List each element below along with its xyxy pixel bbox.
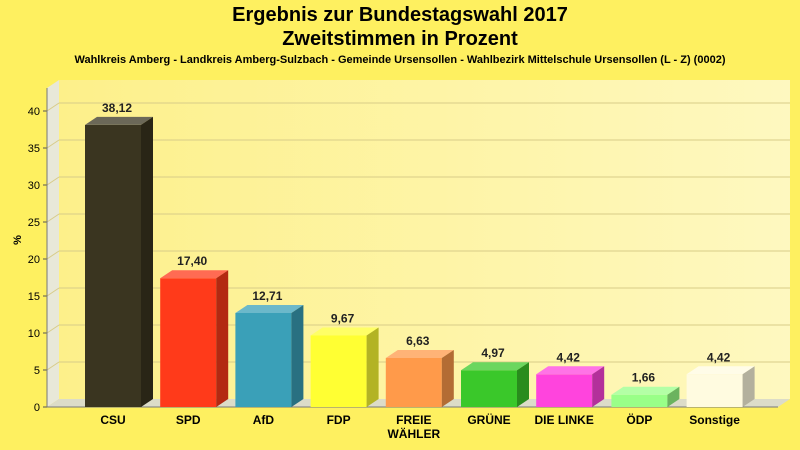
data-label: 12,71	[252, 289, 282, 303]
x-tick-label: GRÜNE	[467, 412, 510, 427]
bar-top[interactable]	[686, 366, 755, 375]
bar-top[interactable]	[160, 270, 229, 279]
data-label: 4,42	[557, 350, 581, 364]
x-tick-label: DIE LINKE	[535, 413, 594, 427]
y-tick-label: 15	[28, 291, 40, 303]
x-tick-label: WÄHLER	[387, 426, 440, 441]
gridline-side	[46, 213, 60, 223]
bar-front[interactable]	[536, 374, 593, 407]
bar-top[interactable]	[611, 386, 680, 395]
bar-side[interactable]	[592, 366, 605, 407]
bar-front[interactable]	[686, 374, 743, 407]
bar[interactable]	[160, 270, 229, 407]
bar[interactable]	[310, 327, 379, 407]
x-tick-label: Sonstige	[689, 413, 740, 427]
gridline-side	[46, 139, 60, 149]
y-tick-label: 20	[28, 254, 40, 266]
bar-front[interactable]	[310, 335, 367, 407]
bar-front[interactable]	[235, 312, 292, 407]
chart-caption: Wahlkreis Amberg - Landkreis Amberg-Sulz…	[74, 54, 726, 66]
x-tick-label: SPD	[176, 413, 201, 427]
bar-side[interactable]	[141, 116, 153, 408]
data-label: 4,97	[481, 346, 505, 360]
bar-side[interactable]	[517, 362, 529, 407]
data-label: 6,63	[406, 334, 430, 348]
bar-front[interactable]	[385, 357, 442, 407]
bar[interactable]	[686, 366, 755, 407]
bar-top[interactable]	[85, 116, 153, 125]
x-tick-label: CSU	[100, 413, 125, 427]
y-tick-label: 10	[28, 328, 40, 340]
x-tick-label: FDP	[327, 413, 351, 427]
bar-top[interactable]	[385, 349, 454, 358]
bar[interactable]	[385, 349, 454, 407]
gridline-side	[46, 324, 60, 334]
bar-top[interactable]	[461, 362, 529, 371]
gridline-side	[46, 102, 60, 112]
y-tick-label: 0	[34, 402, 40, 414]
bar-side[interactable]	[742, 366, 755, 407]
chart-title: Ergebnis zur Bundestagswahl 2017	[232, 4, 568, 26]
chart-subtitle: Zweitstimmen in Prozent	[282, 28, 518, 50]
bar[interactable]	[611, 386, 680, 407]
bar-front[interactable]	[160, 278, 217, 407]
bar[interactable]	[461, 362, 529, 407]
gridline-side	[46, 250, 60, 260]
bar-side[interactable]	[216, 270, 229, 407]
bar-top[interactable]	[235, 304, 304, 313]
data-label: 1,66	[632, 371, 656, 385]
bar[interactable]	[85, 116, 153, 408]
y-axis-label: %	[12, 235, 24, 245]
bar-side[interactable]	[291, 304, 304, 407]
y-tick-label: 40	[28, 106, 40, 118]
bar-top[interactable]	[310, 327, 379, 336]
bar-side[interactable]	[667, 386, 680, 407]
bar-front[interactable]	[611, 394, 668, 407]
bar-side[interactable]	[366, 327, 379, 407]
bar-front[interactable]	[461, 370, 517, 407]
x-tick-label: FREIE	[396, 413, 431, 427]
x-tick-label: AfD	[253, 413, 275, 427]
bar-side[interactable]	[441, 349, 454, 407]
y-tick-label: 35	[28, 143, 40, 155]
plot-side-wall	[47, 80, 59, 407]
bar-top[interactable]	[536, 366, 605, 375]
gridline-side	[46, 361, 60, 371]
y-tick-label: 5	[34, 365, 40, 377]
y-tick-label: 25	[28, 217, 40, 229]
x-tick-label: ÖDP	[626, 412, 652, 427]
data-label: 38,12	[102, 101, 132, 115]
bar[interactable]	[235, 304, 304, 407]
data-label: 4,42	[707, 350, 731, 364]
data-label: 9,67	[331, 311, 355, 325]
gridline-side	[46, 176, 60, 186]
bar[interactable]	[536, 366, 605, 407]
gridline-side	[46, 287, 60, 297]
y-tick-label: 30	[28, 180, 40, 192]
bar-front[interactable]	[85, 124, 141, 408]
data-label: 17,40	[177, 254, 207, 268]
